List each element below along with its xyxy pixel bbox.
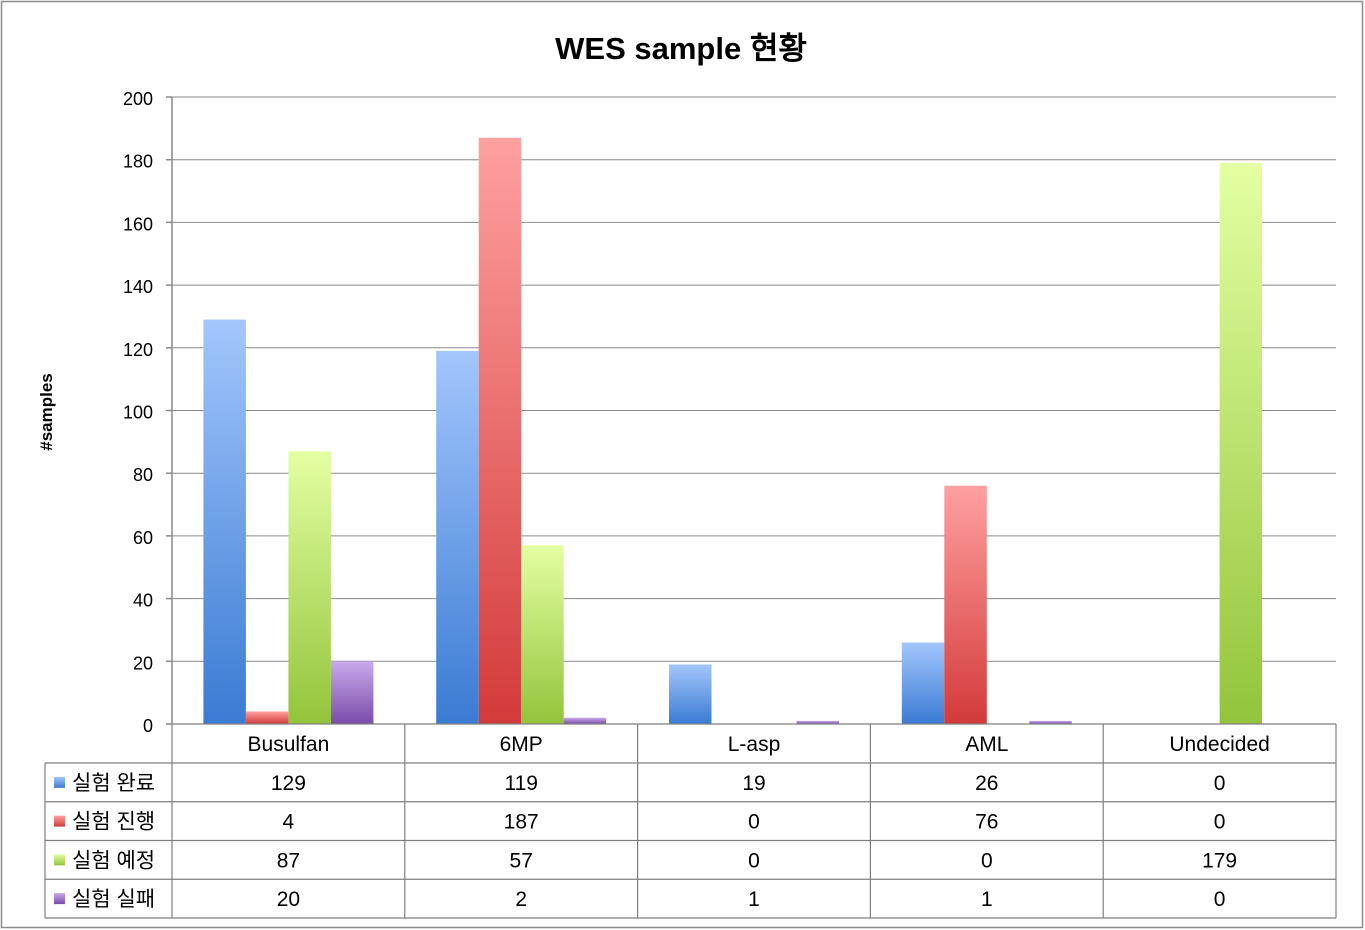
table-row: 실험 완료 129 119 19 26 0 (54, 772, 1225, 795)
category-label: Undecided (1169, 733, 1269, 756)
bar-6mp-series-1 (436, 350, 479, 724)
data-label: 187 (504, 811, 539, 834)
y-axis: 0 20 40 60 80 100 120 140 160 180 200 (123, 89, 173, 736)
data-label: 0 (748, 849, 760, 872)
data-label: 179 (1202, 849, 1237, 872)
y-tick-label: 0 (143, 716, 153, 736)
bar-l-asp-series-4 (796, 720, 839, 724)
bar-aml-series-4 (1029, 720, 1072, 724)
bar-l-asp-series-1 (669, 664, 712, 724)
legend-key (54, 815, 65, 827)
category-label: AML (965, 733, 1008, 756)
data-label: 0 (1214, 811, 1226, 834)
table-row: 실험 예정 87 57 0 0 179 (54, 849, 1237, 872)
y-tick-label: 200 (123, 89, 153, 109)
data-label: 2 (515, 888, 527, 911)
series-label: 실험 예정 (72, 849, 155, 872)
legend-key (54, 854, 65, 866)
bar-6mp-series-4 (563, 717, 607, 724)
y-tick-label: 140 (123, 277, 153, 297)
bar-6mp-series-2 (478, 137, 522, 724)
y-tick-label: 180 (123, 152, 153, 172)
data-label: 129 (271, 772, 306, 795)
series-label: 실험 진행 (72, 811, 155, 834)
data-label: 87 (277, 849, 300, 872)
data-label: 26 (975, 772, 998, 795)
bar-busulfan-series-2 (245, 711, 289, 724)
data-label: 119 (504, 772, 537, 795)
category-label: Busulfan (248, 733, 330, 756)
y-tick-label: 160 (123, 214, 153, 234)
bar-busulfan-series-4 (330, 661, 374, 724)
data-label: 1 (748, 888, 760, 911)
y-tick-label: 60 (133, 528, 153, 548)
table-row: 실험 실패 20 2 1 1 0 (54, 888, 1225, 911)
legend-key (54, 776, 65, 788)
y-tick-label: 100 (123, 403, 153, 423)
y-tick-label: 80 (133, 465, 153, 485)
bar-6mp-series-3 (521, 545, 564, 724)
y-tick-label: 40 (133, 591, 153, 611)
y-tick-label: 120 (123, 340, 153, 360)
data-label: 20 (277, 888, 300, 911)
table-row: 실험 진행 4 187 0 76 0 (54, 811, 1225, 834)
category-label: 6MP (500, 733, 543, 756)
data-label: 4 (283, 811, 295, 834)
data-label: 0 (981, 849, 993, 872)
data-label: 1 (981, 888, 993, 911)
bar-aml-series-1 (901, 642, 945, 724)
bars (203, 137, 1263, 724)
data-label: 76 (975, 811, 998, 834)
series-label: 실험 완료 (72, 772, 155, 795)
data-label: 57 (510, 849, 533, 872)
y-tick-label: 20 (133, 653, 153, 673)
data-label: 0 (1214, 888, 1226, 911)
category-label: L-asp (728, 733, 781, 756)
bar-aml-series-2 (944, 485, 987, 724)
data-label: 0 (748, 811, 760, 834)
data-label: 0 (1214, 772, 1226, 795)
bar-busulfan-series-3 (288, 451, 331, 724)
bar-busulfan-series-1 (203, 319, 246, 724)
series-label: 실험 실패 (72, 888, 155, 911)
bar-undecided-series-3 (1219, 162, 1263, 724)
y-axis-label: #samples (37, 373, 56, 451)
chart-title: WES sample 현황 (555, 31, 807, 66)
data-label: 19 (742, 772, 765, 795)
legend-key (54, 893, 65, 905)
